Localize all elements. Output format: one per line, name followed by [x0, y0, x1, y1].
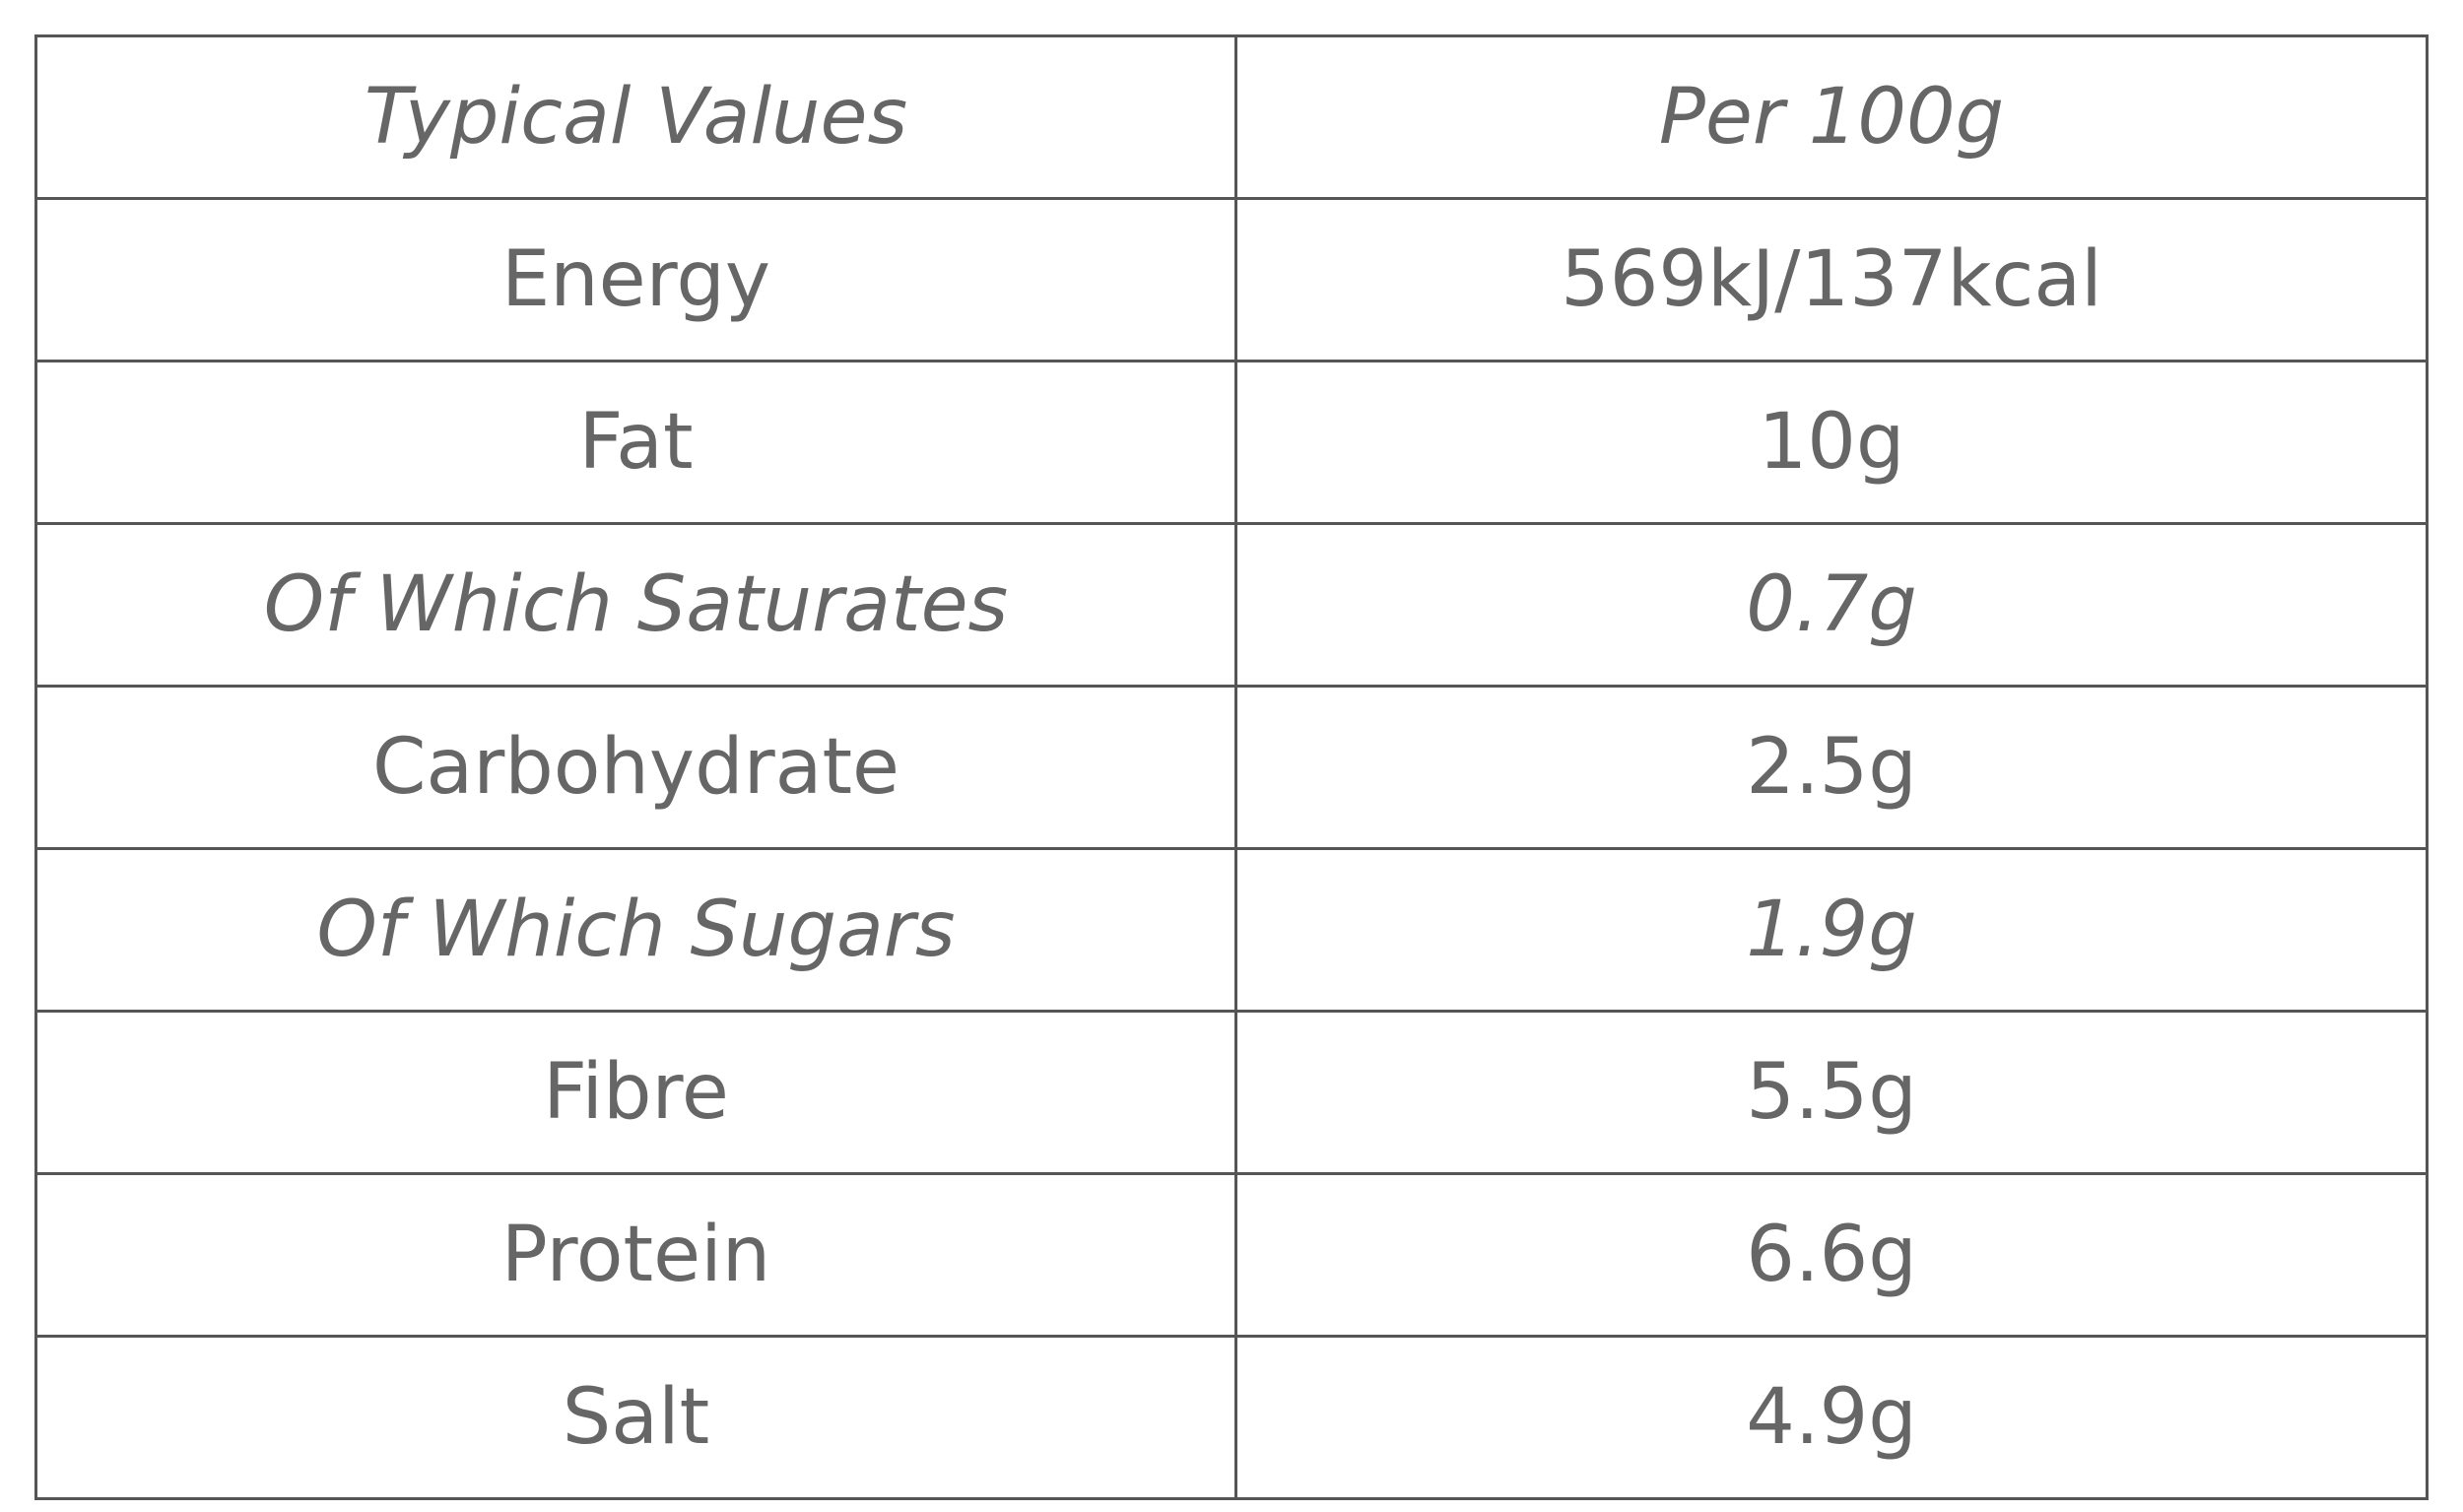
- nutrient-name: Of Which Saturates: [34, 522, 1237, 688]
- nutrition-table: Typical Values Per 100g Energy 569kJ/137kc…: [34, 34, 2429, 1500]
- table-row: Of Which Sugars 1.9g: [34, 847, 2429, 1013]
- nutrient-value: 2.5g: [1234, 685, 2429, 850]
- nutrient-value: 569kJ/137kcal: [1234, 197, 2429, 362]
- nutrient-value: 10g: [1234, 360, 2429, 525]
- table-body: Energy 569kJ/137kcal Fat 10g Of Which Satura…: [34, 197, 2429, 1500]
- nutrient-name: Protein: [34, 1172, 1237, 1338]
- nutrient-name: Energy: [34, 197, 1237, 362]
- nutrient-value: 5.5g: [1234, 1010, 2429, 1175]
- header-cell: Per 100g: [1234, 34, 2429, 200]
- table-row: Salt 4.9g: [34, 1335, 2429, 1500]
- nutrient-name: Fibre: [34, 1010, 1237, 1175]
- table-row: Energy 569kJ/137kcal: [34, 197, 2429, 362]
- table-header: Typical Values Per 100g: [34, 34, 2429, 200]
- table-row: Of Which Saturates 0.7g: [34, 522, 2429, 688]
- table-row: Carbohydrate 2.5g: [34, 685, 2429, 850]
- nutrient-value: 6.6g: [1234, 1172, 2429, 1338]
- table-row: Protein 6.6g: [34, 1172, 2429, 1338]
- nutrient-value: 1.9g: [1234, 847, 2429, 1013]
- table-row: Fat 10g: [34, 360, 2429, 525]
- nutrient-name: Fat: [34, 360, 1237, 525]
- nutrient-name: Salt: [34, 1335, 1237, 1500]
- nutrient-name: Carbohydrate: [34, 685, 1237, 850]
- nutrient-name: Of Which Sugars: [34, 847, 1237, 1013]
- nutrient-value: 4.9g: [1234, 1335, 2429, 1500]
- nutrient-value: 0.7g: [1234, 522, 2429, 688]
- table-row: Fibre 5.5g: [34, 1010, 2429, 1175]
- header-row: Typical Values Per 100g: [34, 34, 2429, 200]
- header-cell: Typical Values: [34, 34, 1237, 200]
